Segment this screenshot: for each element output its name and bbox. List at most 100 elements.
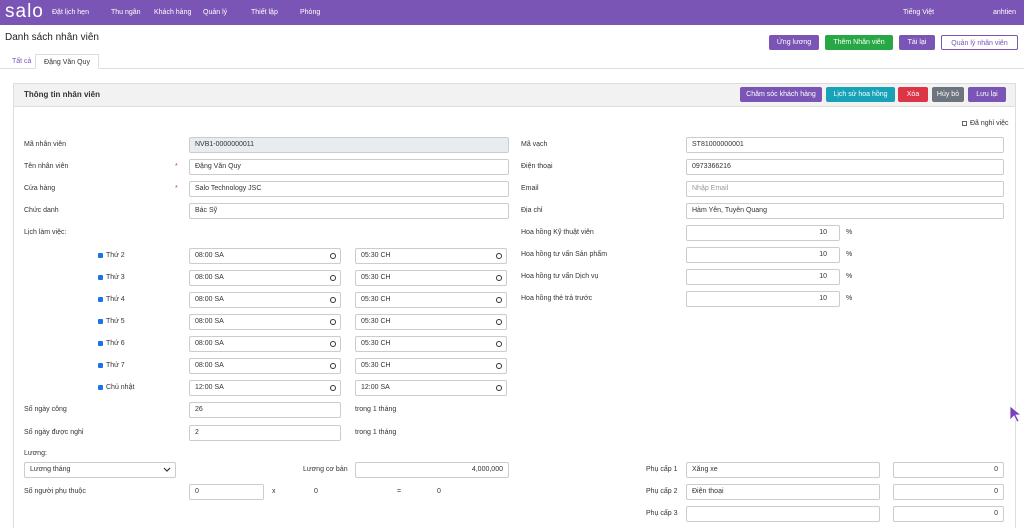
menu-item[interactable]: Đặt lịch hẹn	[52, 9, 89, 16]
label: Thứ 4	[106, 296, 125, 303]
label: Tên nhân viên	[24, 163, 69, 170]
input[interactable]: 10	[686, 225, 840, 241]
label: Hoa hồng tư vấn Dịch vụ	[521, 273, 599, 280]
input[interactable]: 0	[893, 506, 1004, 522]
panel-title: Thông tin nhân viên	[24, 90, 100, 99]
input[interactable]: 0	[189, 484, 264, 500]
clock-icon	[496, 297, 502, 303]
button[interactable]: Quản lý nhân viên	[941, 35, 1018, 50]
input[interactable]: Nhập Email	[686, 181, 1004, 197]
input[interactable]: 4,000,000	[355, 462, 509, 478]
checkbox[interactable]	[98, 275, 103, 280]
input[interactable]: 05:30 CH	[355, 270, 507, 286]
label: Mã nhân viên	[24, 141, 67, 148]
input[interactable]: 12:00 SA	[355, 380, 507, 396]
menu-item[interactable]: Thiết lập	[251, 9, 278, 16]
input[interactable]: 08:00 SA	[189, 358, 341, 374]
input[interactable]: Điện thoại	[686, 484, 880, 500]
button[interactable]: Ứng lương	[769, 35, 819, 50]
input[interactable]: 08:00 SA	[189, 270, 341, 286]
button[interactable]: Lưu lại	[968, 87, 1006, 102]
checkbox[interactable]	[98, 363, 103, 368]
input[interactable]: 05:30 CH	[355, 248, 507, 264]
menu-item[interactable]: Phòng	[300, 9, 321, 16]
tab-line	[0, 68, 1024, 69]
input[interactable]: Lương tháng	[24, 462, 176, 478]
input[interactable]: Hàm Yên, Tuyên Quang	[686, 203, 1004, 219]
input[interactable]: 08:00 SA	[189, 292, 341, 308]
label: Lương:	[24, 450, 47, 457]
clock-icon	[330, 341, 336, 347]
input[interactable]: 05:30 CH	[355, 292, 507, 308]
checkbox[interactable]	[98, 341, 103, 346]
navbar	[0, 0, 1024, 25]
button[interactable]: Thêm Nhân viên	[825, 35, 893, 50]
label: Hoa hồng Kỹ thuật viên	[521, 229, 594, 236]
button[interactable]: Tải lại	[899, 35, 935, 50]
label: Đã nghỉ việc	[970, 120, 1009, 127]
input[interactable]: 0973366216	[686, 159, 1004, 175]
input[interactable]: 0	[893, 484, 1004, 500]
checkbox[interactable]	[98, 385, 103, 390]
button[interactable]: Hủy bỏ	[932, 87, 964, 102]
label: Thứ 3	[106, 274, 125, 281]
label: Phụ cấp 3	[646, 510, 678, 517]
input[interactable]: 0	[893, 462, 1004, 478]
language[interactable]: Tiếng Việt	[903, 9, 935, 16]
tab-active[interactable]: Đặng Văn Quy	[35, 54, 99, 69]
button[interactable]: Xóa	[898, 87, 928, 102]
input[interactable]: 08:00 SA	[189, 336, 341, 352]
input[interactable]: Đặng Văn Quy	[189, 159, 509, 175]
panel	[13, 83, 1016, 528]
label: Điện thoại	[521, 163, 553, 170]
tab[interactable]: Tất cả	[12, 58, 32, 65]
clock-icon	[496, 275, 502, 281]
input[interactable]: 10	[686, 269, 840, 285]
checkbox[interactable]	[98, 253, 103, 258]
input[interactable]: 08:00 SA	[189, 314, 341, 330]
input[interactable]: Salo Technology JSC	[189, 181, 509, 197]
menu-item[interactable]: Quản lý	[203, 9, 228, 16]
label: Chủ nhật	[106, 384, 135, 391]
label: trong 1 tháng	[355, 406, 397, 413]
input[interactable]: 10	[686, 247, 840, 263]
menu-item[interactable]: Khách hàng	[154, 9, 192, 16]
input[interactable]	[686, 506, 880, 522]
label: trong 1 tháng	[355, 429, 397, 436]
button[interactable]: Chăm sóc khách hàng	[740, 87, 822, 102]
user[interactable]: anhtien	[993, 9, 1016, 16]
input[interactable]: 08:00 SA	[189, 248, 341, 264]
checkbox[interactable]	[98, 319, 103, 324]
label: Số ngày công	[24, 406, 67, 413]
label: Số người phụ thuộc	[24, 488, 86, 495]
input[interactable]: 2	[189, 425, 341, 441]
checkbox[interactable]	[962, 121, 967, 126]
label: Phụ cấp 2	[646, 488, 678, 495]
input[interactable]: 12:00 SA	[189, 380, 341, 396]
label: Chức danh	[24, 207, 59, 214]
label: *	[175, 163, 178, 170]
input[interactable]: 05:30 CH	[355, 336, 507, 352]
input[interactable]: 10	[686, 291, 840, 307]
clock-icon	[496, 319, 502, 325]
input[interactable]: 05:30 CH	[355, 358, 507, 374]
input[interactable]: Bác Sỹ	[189, 203, 509, 219]
checkbox[interactable]	[98, 297, 103, 302]
label: %	[846, 295, 853, 302]
input[interactable]: 05:30 CH	[355, 314, 507, 330]
menu-item[interactable]: Thu ngân	[111, 9, 141, 16]
input[interactable]: ST81000000001	[686, 137, 1004, 153]
clock-icon	[330, 363, 336, 369]
label: Hoa hồng thẻ trả trước	[521, 295, 593, 302]
input[interactable]: Xăng xe	[686, 462, 880, 478]
button[interactable]: Lịch sử hoa hồng	[826, 87, 895, 102]
clock-icon	[330, 297, 336, 303]
label: %	[846, 251, 853, 258]
logo: salo	[5, 1, 44, 22]
label: Thứ 7	[106, 362, 125, 369]
label: 0	[314, 488, 318, 495]
input[interactable]: 26	[189, 402, 341, 418]
label: Lương cơ bản	[303, 466, 348, 473]
clock-icon	[496, 253, 502, 259]
